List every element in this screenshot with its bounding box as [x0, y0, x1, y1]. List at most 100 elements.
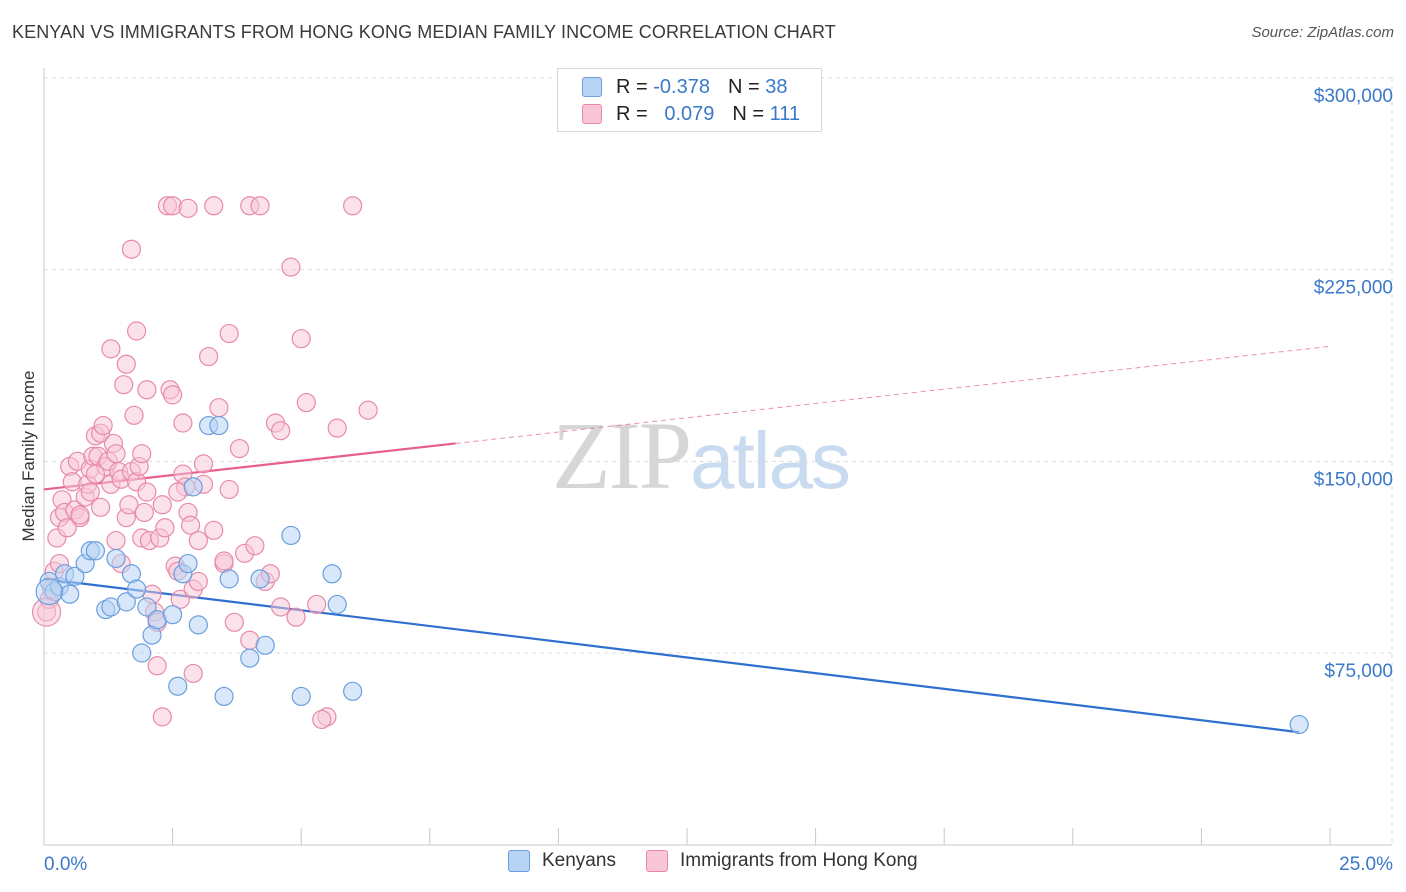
y-axis-title: Median Family Income: [19, 370, 38, 541]
point-hongkong: [85, 464, 106, 484]
point-kenyans: [65, 566, 85, 586]
legend-n-value-kenyans: 38: [765, 75, 788, 98]
point-hongkong: [219, 323, 239, 344]
point-hongkong: [101, 339, 121, 359]
point-hongkong: [163, 385, 183, 405]
point-hongkong: [193, 454, 214, 474]
watermark: ZIPatlas: [552, 400, 851, 511]
point-hongkong: [152, 707, 172, 727]
point-kenyans: [85, 541, 106, 561]
point-hongkong: [181, 515, 201, 535]
point-kenyans: [188, 615, 208, 635]
point-hongkong: [137, 380, 157, 400]
point-kenyans: [219, 569, 239, 589]
point-hongkong: [57, 518, 77, 538]
source-label: Source: ZipAtlas.com: [1251, 24, 1394, 41]
point-hongkong: [250, 196, 270, 216]
watermark-atlas: atlas: [690, 416, 851, 505]
point-kenyans: [255, 635, 275, 655]
y-tick-label: $225,000: [1314, 278, 1393, 299]
point-hongkong: [70, 505, 90, 525]
legend-swatch-kenyans: [582, 77, 602, 97]
y-tick-label: $150,000: [1314, 469, 1393, 490]
point-kenyans-cluster: [35, 578, 63, 606]
point-hongkong: [219, 479, 239, 500]
point-hongkong: [271, 421, 291, 441]
point-hongkong: [114, 375, 134, 395]
bottom-legend-kenyans: Kenyans: [508, 850, 616, 872]
point-kenyans: [137, 597, 157, 617]
legend-r-value-hongkong: 0.079: [664, 102, 715, 125]
point-kenyans: [106, 548, 126, 569]
point-hongkong: [343, 196, 363, 216]
point-hongkong: [183, 663, 203, 684]
point-kenyans: [126, 579, 147, 599]
point-kenyans: [281, 525, 301, 546]
point-kenyans: [132, 643, 152, 663]
trend-line-kenyans: [43, 577, 1300, 734]
point-hongkong: [286, 607, 306, 627]
point-kenyans: [214, 686, 234, 707]
point-hongkong: [90, 497, 111, 517]
point-hongkong: [93, 415, 113, 436]
point-hongkong: [188, 571, 208, 592]
bottom-legend-label-kenyans: Kenyans: [542, 850, 616, 871]
trend-line-hongkong-extension: [455, 345, 1331, 444]
axes: [43, 68, 1392, 846]
point-hongkong: [281, 257, 301, 277]
data-points: [31, 196, 1309, 735]
point-hongkong: [121, 239, 142, 259]
point-hongkong: [173, 413, 193, 433]
axis-labels: $75,000 $150,000 $225,000 $300,000 0.0% 25.0%…: [19, 86, 1393, 875]
point-hongkong: [119, 495, 139, 515]
legend-r-label: R =: [616, 75, 648, 98]
point-hongkong: [106, 444, 126, 464]
point-hongkong: [209, 398, 229, 418]
point-hongkong: [229, 438, 250, 459]
correlation-legend: R = -0.378 N = 38 R = 0.079 N = 111: [557, 68, 822, 132]
point-hongkong: [204, 520, 224, 540]
y-tick-label: $75,000: [1324, 661, 1393, 682]
point-hongkong: [152, 495, 172, 515]
grid-lines: [44, 77, 1393, 845]
x-tick-label-min: 0.0%: [44, 854, 87, 875]
point-hongkong: [126, 321, 147, 341]
point-hongkong: [271, 597, 291, 617]
point-kenyans: [178, 553, 198, 574]
point-hongkong: [116, 354, 136, 374]
chart-title: KENYAN VS IMMIGRANTS FROM HONG KONG MEDI…: [12, 22, 836, 42]
bottom-legend-swatch-kenyans: [508, 850, 530, 872]
legend-n-label: N =: [732, 102, 765, 125]
point-kenyans: [163, 605, 183, 625]
point-hongkong: [137, 482, 157, 502]
point-hongkong: [245, 536, 265, 556]
point-hongkong: [358, 400, 378, 420]
point-hongkong: [307, 594, 327, 615]
point-hongkong: [224, 612, 244, 632]
bottom-legend-swatch-hongkong: [646, 850, 668, 872]
point-hongkong: [134, 502, 154, 523]
trend-lines: [43, 345, 1331, 734]
point-hongkong: [80, 482, 100, 502]
legend-swatch-hongkong: [582, 104, 602, 124]
legend-n-value-hongkong: 111: [769, 102, 801, 125]
point-kenyans: [291, 686, 311, 707]
point-hongkong: [204, 196, 224, 216]
bottom-legend-hongkong: Immigrants from Hong Kong: [646, 850, 918, 872]
point-kenyans: [322, 564, 342, 584]
point-hongkong: [178, 198, 198, 218]
point-hongkong: [170, 589, 190, 609]
point-hongkong: [132, 444, 152, 464]
point-hongkong: [291, 329, 311, 349]
point-hongkong: [155, 518, 175, 538]
legend-row-kenyans: R = -0.378 N = 38: [582, 75, 787, 99]
point-kenyans: [183, 477, 203, 497]
watermark-zip: ZIP: [552, 402, 692, 509]
legend-r-value-kenyans: -0.378: [653, 75, 710, 98]
point-kenyans: [116, 592, 136, 612]
point-kenyans: [327, 594, 347, 615]
y-tick-label: $300,000: [1314, 86, 1393, 107]
point-kenyans: [250, 569, 270, 589]
point-hongkong: [312, 709, 332, 730]
